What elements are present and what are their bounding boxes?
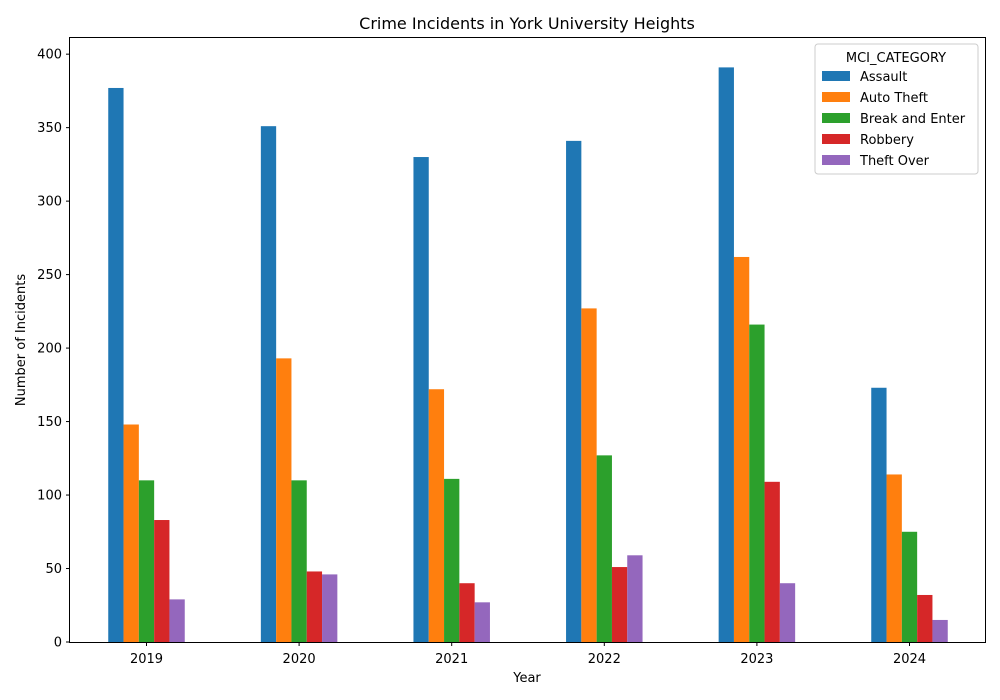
- bar-robbery-2022: [611, 567, 628, 642]
- y-tick-label: 250: [37, 268, 62, 283]
- bar-robbery-2023: [764, 481, 780, 642]
- y-tick-label: 50: [45, 562, 62, 577]
- y-tick-label: 400: [37, 48, 62, 63]
- bar-theft-over-2022: [627, 555, 643, 642]
- x-tick-label: 2020: [283, 652, 316, 667]
- bar-assault-2022: [566, 140, 582, 643]
- bar-auto-theft-2023: [733, 256, 750, 642]
- bar-robbery-2024: [917, 594, 933, 642]
- legend-box: [814, 43, 979, 175]
- legend-label: Assault: [860, 70, 907, 85]
- bar-robbery-2019: [154, 520, 170, 642]
- bar-theft-over-2020: [322, 574, 338, 642]
- y-tick-label: 350: [37, 121, 62, 136]
- x-tick-label: 2023: [740, 652, 773, 667]
- bar-auto-theft-2020: [276, 358, 292, 642]
- bar-theft-over-2024: [932, 619, 948, 642]
- legend-title: MCI_CATEGORY: [846, 51, 946, 66]
- bars-group: [108, 67, 948, 643]
- bar-assault-2024: [871, 387, 887, 642]
- y-tick-label: 200: [37, 342, 62, 357]
- legend-label: Auto Theft: [860, 91, 928, 106]
- y-tick-label: 150: [37, 415, 62, 430]
- legend-swatch: [822, 134, 850, 144]
- plot-frame: [69, 37, 986, 643]
- y-tick-label: 0: [54, 636, 62, 651]
- chart-title: Crime Incidents in York University Heigh…: [359, 14, 695, 33]
- bar-assault-2021: [413, 157, 429, 642]
- legend-swatch: [822, 113, 850, 123]
- bar-theft-over-2023: [779, 583, 796, 642]
- bar-assault-2020: [260, 126, 277, 643]
- bar-assault-2023: [718, 67, 734, 642]
- y-tick-label: 100: [37, 489, 62, 504]
- x-axis: 2019 2020 2021 2022 2023 2024: [130, 642, 926, 667]
- bar-break-and-enter-2024: [901, 531, 918, 642]
- bar-assault-2019: [108, 87, 124, 642]
- bar-break-and-enter-2022: [596, 455, 612, 642]
- bar-robbery-2020: [306, 571, 323, 642]
- legend: MCI_CATEGORY Assault Auto Theft Break and …: [814, 43, 979, 175]
- bar-break-and-enter-2023: [749, 324, 765, 642]
- x-tick-label: 2019: [130, 652, 163, 667]
- legend-label: Robbery: [860, 133, 914, 148]
- bar-theft-over-2021: [474, 602, 490, 642]
- bar-break-and-enter-2021: [444, 478, 460, 642]
- bar-break-and-enter-2020: [291, 480, 307, 642]
- legend-swatch: [822, 92, 850, 102]
- x-tick-label: 2021: [435, 652, 468, 667]
- legend-items: Assault Auto Theft Break and Enter Robbery T…: [822, 70, 966, 169]
- legend-swatch: [822, 71, 850, 81]
- x-axis-label: Year: [512, 671, 541, 686]
- bar-theft-over-2019: [169, 599, 185, 642]
- y-tick-label: 300: [37, 195, 62, 210]
- legend-label: Theft Over: [859, 154, 930, 169]
- x-tick-label: 2024: [893, 652, 926, 667]
- bar-auto-theft-2021: [428, 389, 445, 642]
- bar-break-and-enter-2019: [138, 480, 155, 642]
- y-axis-label: Number of Incidents: [14, 274, 29, 406]
- y-axis: 0 50 100 150 200 250 300 350 400: [37, 48, 70, 651]
- bar-robbery-2021: [459, 583, 475, 642]
- x-tick-label: 2022: [588, 652, 621, 667]
- legend-swatch: [822, 155, 850, 165]
- bar-auto-theft-2022: [581, 308, 597, 642]
- bar-auto-theft-2024: [886, 474, 902, 642]
- legend-label: Break and Enter: [860, 112, 966, 127]
- bar-auto-theft-2019: [123, 424, 139, 642]
